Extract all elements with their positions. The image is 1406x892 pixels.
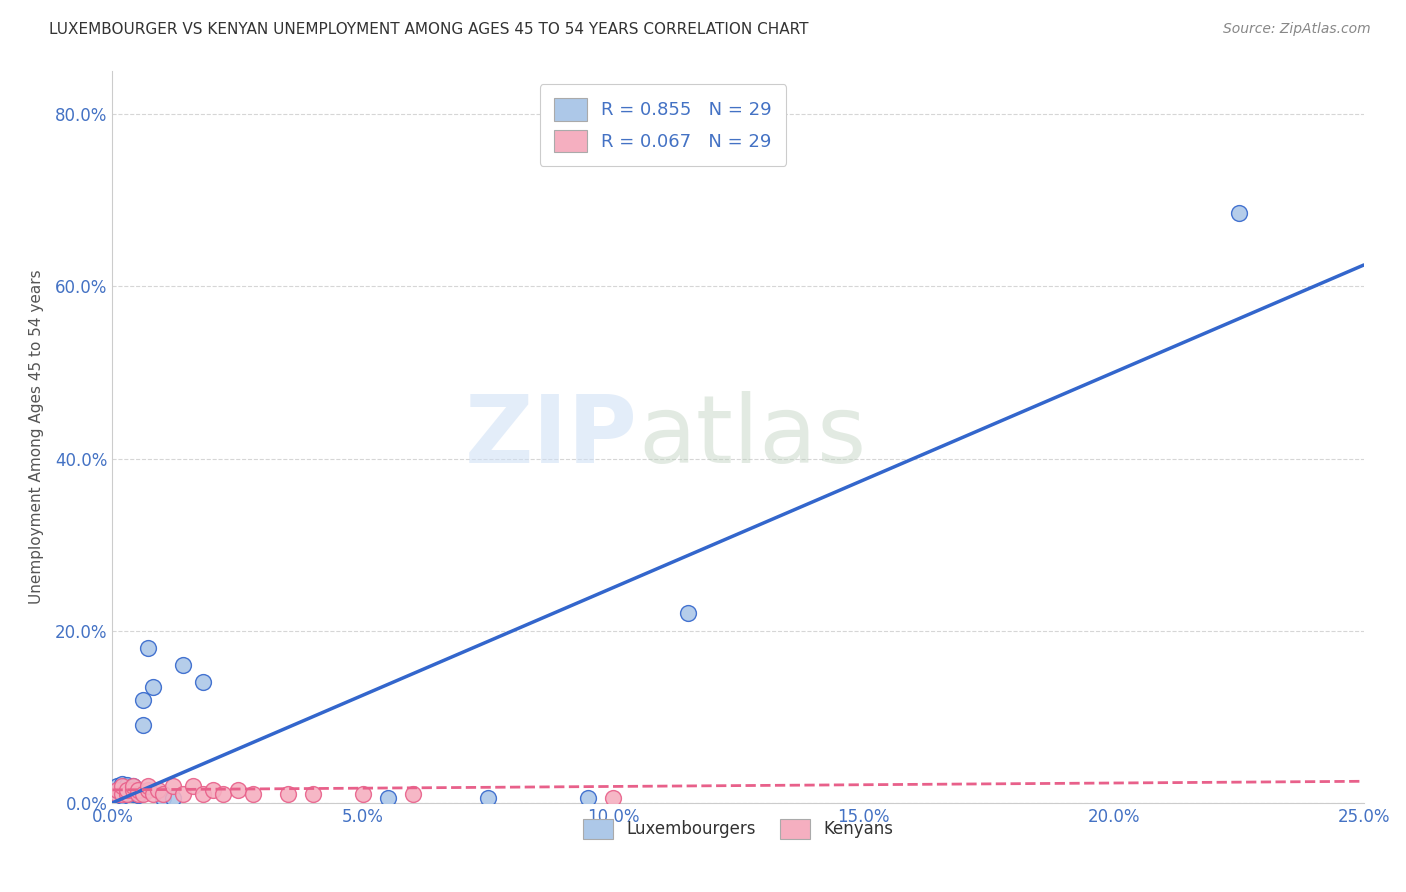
Point	[152, 791, 174, 805]
Point	[127, 787, 149, 801]
Point	[117, 778, 139, 792]
Text: atlas: atlas	[638, 391, 866, 483]
Point	[162, 791, 184, 805]
Point	[121, 783, 143, 797]
Point	[107, 779, 129, 793]
Point	[226, 783, 249, 797]
Y-axis label: Unemployment Among Ages 45 to 54 years: Unemployment Among Ages 45 to 54 years	[30, 269, 44, 605]
Point	[191, 675, 214, 690]
Point	[107, 787, 129, 801]
Point	[277, 787, 299, 801]
Point	[191, 787, 214, 801]
Point	[576, 791, 599, 805]
Point	[172, 658, 194, 673]
Point	[117, 787, 139, 801]
Point	[131, 787, 153, 801]
Point	[111, 777, 134, 791]
Point	[172, 787, 194, 801]
Point	[131, 692, 153, 706]
Point	[117, 783, 139, 797]
Point	[127, 783, 149, 797]
Point	[107, 783, 129, 797]
Point	[136, 783, 159, 797]
Point	[201, 783, 224, 797]
Point	[136, 640, 159, 655]
Point	[477, 791, 499, 805]
Point	[107, 783, 129, 797]
Point	[117, 787, 139, 801]
Point	[117, 781, 139, 796]
Point	[131, 718, 153, 732]
Text: Source: ZipAtlas.com: Source: ZipAtlas.com	[1223, 22, 1371, 37]
Point	[107, 787, 129, 801]
Point	[402, 787, 425, 801]
Point	[676, 607, 699, 621]
Point	[121, 779, 143, 793]
Point	[127, 788, 149, 802]
Point	[136, 779, 159, 793]
Point	[181, 779, 204, 793]
Point	[111, 780, 134, 795]
Point	[141, 787, 163, 801]
Text: LUXEMBOURGER VS KENYAN UNEMPLOYMENT AMONG AGES 45 TO 54 YEARS CORRELATION CHART: LUXEMBOURGER VS KENYAN UNEMPLOYMENT AMON…	[49, 22, 808, 37]
Point	[377, 791, 399, 805]
Point	[1227, 206, 1250, 220]
Point	[121, 783, 143, 797]
Point	[352, 787, 374, 801]
Point	[162, 779, 184, 793]
Point	[111, 785, 134, 799]
Point	[242, 787, 264, 801]
Point	[152, 787, 174, 801]
Point	[602, 791, 624, 805]
Point	[117, 784, 139, 798]
Point	[141, 680, 163, 694]
Point	[111, 789, 134, 803]
Point	[127, 783, 149, 797]
Point	[121, 779, 143, 793]
Text: ZIP: ZIP	[465, 391, 638, 483]
Legend: Luxembourgers, Kenyans: Luxembourgers, Kenyans	[576, 812, 900, 846]
Point	[146, 783, 169, 797]
Point	[111, 787, 134, 801]
Point	[121, 787, 143, 801]
Point	[111, 779, 134, 793]
Point	[211, 787, 233, 801]
Point	[301, 787, 323, 801]
